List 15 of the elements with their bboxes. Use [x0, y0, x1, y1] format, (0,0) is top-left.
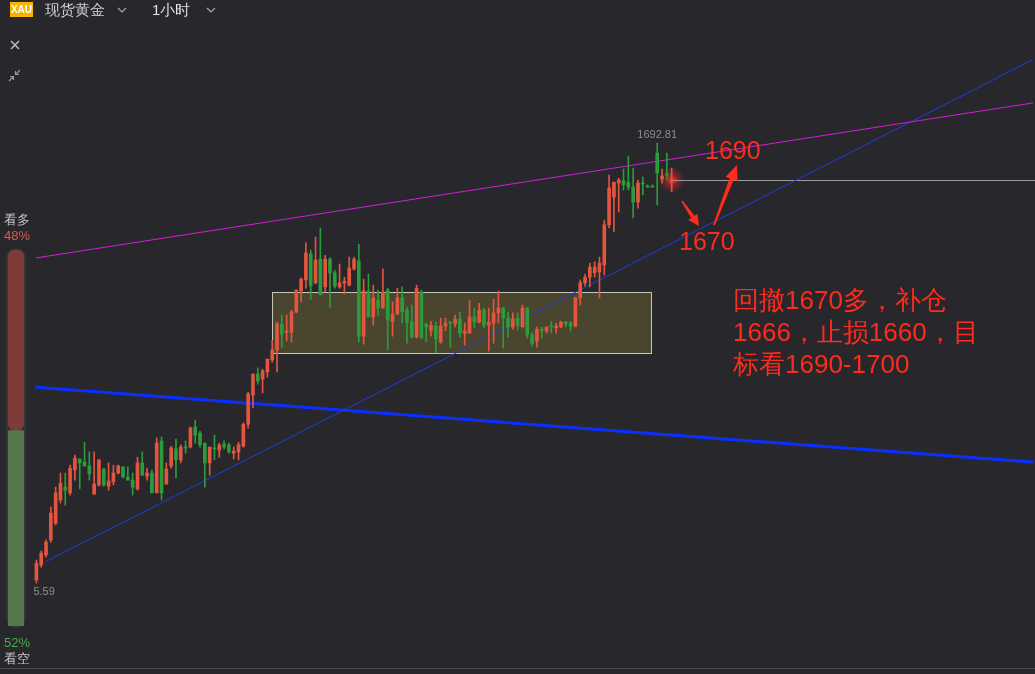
data-label: 48% — [3, 228, 31, 243]
candlestick — [77, 458, 82, 490]
annotation: 回撤1670多，补仓1666，止损1660，目标看1690-1700 — [733, 284, 980, 380]
text: 5.59 — [33, 584, 55, 597]
candlestick — [501, 306, 506, 349]
candlestick — [486, 307, 491, 352]
candlestick — [63, 472, 68, 506]
series-label: 看空 — [3, 651, 31, 666]
series-label: 看多 — [3, 212, 31, 227]
chart-subtitle: 1小时 — [152, 0, 191, 20]
annotation: 1670 — [679, 227, 735, 255]
data-label: 52% — [3, 635, 31, 650]
text: 1692.81 — [637, 127, 678, 140]
symbol-badge: XAU — [10, 2, 33, 17]
chart-title: 现货黄金 — [45, 0, 105, 20]
